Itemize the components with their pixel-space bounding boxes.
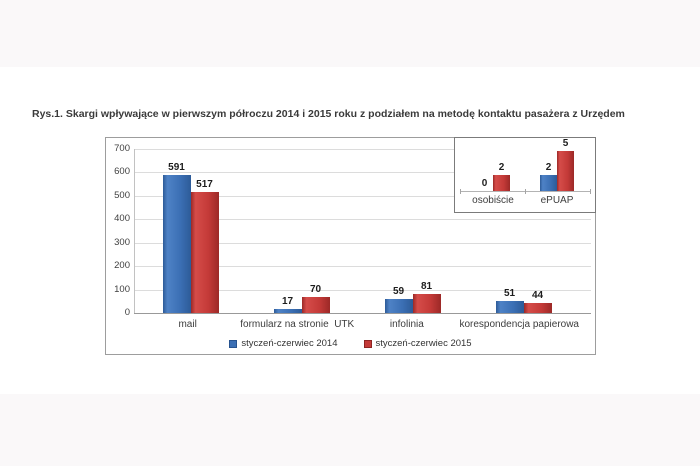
gridline-300 <box>134 243 591 244</box>
bar-pair-korespondencja-papierowa: 51 44 <box>495 288 552 313</box>
category-cell-formularz-na-stronie-utk: 17 70 <box>246 149 357 313</box>
inset-category-label-epuap: ePUAP <box>540 195 574 206</box>
gridline-500 <box>134 196 591 197</box>
bar-korespondencja-papierowa-2014: 51 <box>495 288 524 313</box>
category-label-infolinia: infolinia <box>389 319 424 330</box>
y-tick-label-600: 600 <box>114 166 130 177</box>
bar-value-label: 70 <box>309 283 322 295</box>
gridline-0 <box>134 313 591 314</box>
bar-pair-formularz-na-stronie-utk: 17 70 <box>273 284 330 313</box>
inset-bar-value-label: 2 <box>498 162 505 173</box>
bar-korespondencja-papierowa-2015: 44 <box>523 290 552 313</box>
chart-legend: styczeń-czerwiec 2014 styczeń-czerwiec 20… <box>106 338 595 349</box>
gridline-100 <box>134 290 591 291</box>
category-cell-korespondencja-papierowa: 51 44 <box>468 149 579 313</box>
category-cell-mail: 591 517 <box>135 149 246 313</box>
bar-mail-2015: 517 <box>190 179 219 313</box>
bar-pair-mail: 591 517 <box>162 162 219 313</box>
bar-value-label: 81 <box>420 281 433 292</box>
inset-bar-epuap-2015: 5 <box>557 138 574 191</box>
inset-bar-osobiście-2015: 2 <box>493 162 510 191</box>
inset-tick <box>525 189 526 194</box>
bar-formularz-na-stronie-utk-2015: 70 <box>301 284 330 313</box>
y-tick-label-0: 0 <box>124 307 130 318</box>
bar-value-label: 51 <box>503 288 516 300</box>
y-tick-label-400: 400 <box>114 213 130 224</box>
category-label-formularz-na-stronie-utk: formularz na stronie UTK <box>240 319 355 330</box>
bar-value-label: 517 <box>196 178 213 190</box>
legend-item-2015: styczeń-czerwiec 2015 <box>363 338 472 349</box>
inset-bar-value-label: 0 <box>481 178 488 189</box>
category-cell-infolinia: 59 81 <box>357 149 468 313</box>
figure-caption: Rys.1. Skargi wpływające w pierwszym pół… <box>32 108 625 120</box>
inset-bar-value-label: 2 <box>545 162 552 173</box>
bar-mail-2014: 591 <box>162 162 191 313</box>
gridline-200 <box>134 266 591 267</box>
inset-category-labels: osobiście ePUAP <box>461 195 589 206</box>
gridline-600 <box>134 172 591 173</box>
y-tick-label-300: 300 <box>114 237 130 248</box>
y-axis-line <box>134 149 135 313</box>
chart-box: 0 100 200 300 400 500 600 700 591 517 17 70 59 81 51 44… <box>105 137 596 355</box>
category-label-korespondencja-papierowa: korespondencja papierowa <box>459 319 579 330</box>
bar-value-label: 591 <box>168 161 185 173</box>
inset-tick <box>590 189 591 194</box>
legend-item-2014: styczeń-czerwiec 2014 <box>229 338 338 349</box>
legend-swatch-icon <box>363 339 372 348</box>
bar-value-label: 59 <box>392 286 405 298</box>
plot-area: 591 517 17 70 59 81 51 44 <box>135 149 579 313</box>
y-tick-label-100: 100 <box>114 284 130 295</box>
y-tick-label-200: 200 <box>114 260 130 271</box>
x-axis-labels: mail formularz na stronie UTK infolinia kor… <box>135 319 579 330</box>
category-label-mail: mail <box>178 319 197 330</box>
y-tick-label-500: 500 <box>114 190 130 201</box>
inset-axis-ticks <box>460 189 591 194</box>
bar-formularz-na-stronie-utk-2014: 17 <box>273 296 302 313</box>
legend-label: styczeń-czerwiec 2015 <box>375 338 472 349</box>
bar-pair-infolinia: 59 81 <box>384 281 441 313</box>
inset-bar-value-label: 5 <box>562 138 569 149</box>
gridline-700 <box>134 149 591 150</box>
bar-infolinia-2014: 59 <box>384 286 413 313</box>
legend-label: styczeń-czerwiec 2014 <box>241 338 338 349</box>
inset-tick <box>460 189 461 194</box>
inset-chart: 0 2 2 5 osobiście ePUAP <box>454 137 596 213</box>
inset-category-label-osobiście: osobiście <box>472 195 514 206</box>
bar-infolinia-2015: 81 <box>412 281 441 313</box>
legend-swatch-icon <box>229 339 238 348</box>
bar-value-label: 44 <box>531 289 544 301</box>
y-tick-label-700: 700 <box>114 143 130 154</box>
inset-bar-epuap-2014: 2 <box>540 162 557 191</box>
bar-value-label: 17 <box>281 296 294 307</box>
gridline-400 <box>134 219 591 220</box>
